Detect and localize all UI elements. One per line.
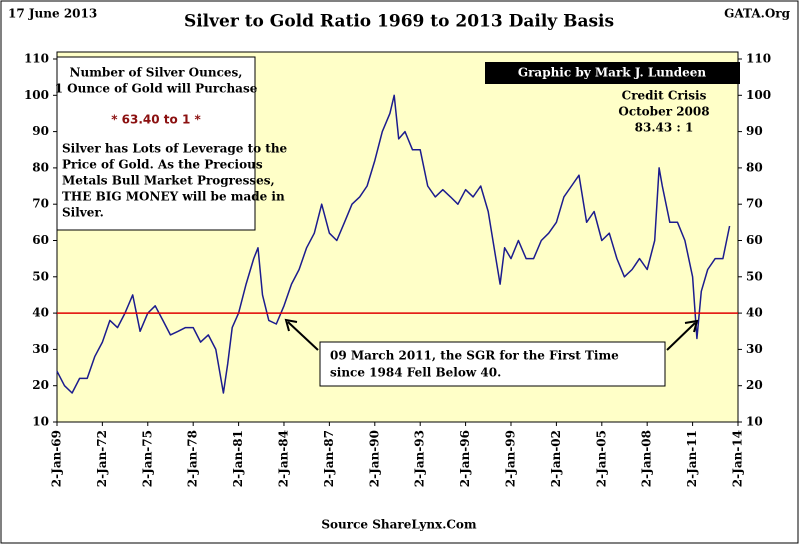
y-tick-label: 80 bbox=[32, 160, 49, 174]
y-tick-label: 110 bbox=[24, 52, 49, 66]
x-tick-label: 2-Jan-96 bbox=[458, 430, 472, 487]
y-tick-label: 60 bbox=[32, 233, 49, 247]
x-tick-label: 2-Jan-14 bbox=[731, 430, 745, 487]
x-tick-label: 2-Jan-99 bbox=[503, 430, 517, 487]
credit: Graphic by Mark J. Lundeen bbox=[518, 66, 707, 80]
annotation: Credit Crisis bbox=[622, 89, 707, 103]
x-tick-label: 2-Jan-08 bbox=[640, 430, 654, 487]
arrows bbox=[284, 318, 699, 351]
y2-tick-label: 110 bbox=[746, 52, 771, 66]
x-tick-label: 2-Jan-75 bbox=[140, 430, 154, 487]
x-tick-label: 2-Jan-81 bbox=[231, 430, 245, 487]
x-tick-label: 2-Jan-02 bbox=[549, 430, 563, 487]
y2-tick-label: 70 bbox=[746, 197, 763, 211]
series-line bbox=[56, 94, 731, 394]
info-body: Silver has Lots of Leverage to the bbox=[62, 142, 288, 156]
annotation: 83.43 : 1 bbox=[635, 121, 694, 135]
info-body: Price of Gold. As the Precious bbox=[62, 158, 263, 172]
y-tick-label: 50 bbox=[32, 269, 49, 283]
x-tick-label: 2-Jan-93 bbox=[413, 430, 427, 487]
annotation: since 1984 Fell Below 40. bbox=[330, 366, 501, 380]
info-heading: 1 Ounce of Gold will Purchase bbox=[55, 82, 258, 96]
info-body: Silver. bbox=[62, 206, 104, 220]
y-tick-label: 30 bbox=[32, 342, 49, 356]
y2-tick-label: 100 bbox=[746, 88, 771, 102]
x-tick-label: 2-Jan-11 bbox=[685, 430, 699, 487]
y2-tick-label: 60 bbox=[746, 233, 763, 247]
chart-title: Silver to Gold Ratio 1969 to 2013 Daily … bbox=[184, 12, 614, 32]
x-tick-label: 2-Jan-84 bbox=[276, 430, 290, 487]
annotation: October 2008 bbox=[618, 105, 709, 119]
y2-tick-label: 30 bbox=[746, 342, 763, 356]
y-tick-label: 10 bbox=[32, 415, 49, 429]
y-tick-label: 100 bbox=[24, 88, 49, 102]
y2-tick-label: 80 bbox=[746, 160, 763, 174]
credit-banner bbox=[485, 62, 740, 84]
site-label: GATA.Org bbox=[724, 7, 790, 21]
y-tick-label: 20 bbox=[32, 378, 49, 392]
y2-tick-label: 90 bbox=[746, 124, 763, 138]
x-tick-label: 2-Jan-90 bbox=[367, 430, 381, 487]
x-tick-label: 2-Jan-87 bbox=[322, 430, 336, 487]
y-tick-label: 90 bbox=[32, 124, 49, 138]
y2-tick-label: 50 bbox=[746, 269, 763, 283]
x-tick-label: 2-Jan-72 bbox=[95, 430, 109, 487]
info-highlight: * 63.40 to 1 * bbox=[111, 113, 201, 127]
info-body: Metals Bull Market Progresses, bbox=[62, 174, 275, 188]
source: Source ShareLynx.Com bbox=[321, 518, 477, 532]
y2-tick-label: 40 bbox=[746, 306, 763, 320]
annotation-box bbox=[319, 341, 666, 387]
annotation: 09 March 2011, the SGR for the First Tim… bbox=[330, 349, 619, 363]
x-tick-label: 2-Jan-78 bbox=[186, 430, 200, 487]
info-box bbox=[56, 56, 256, 231]
info-body: THE BIG MONEY will be made in bbox=[62, 190, 285, 204]
x-tick-label: 2-Jan-69 bbox=[50, 430, 64, 487]
y-tick-label: 70 bbox=[32, 197, 49, 211]
date-label: 17 June 2013 bbox=[8, 7, 97, 21]
info-heading: Number of Silver Ounces, bbox=[70, 66, 243, 80]
y-tick-label: 40 bbox=[32, 306, 49, 320]
y2-tick-label: 20 bbox=[746, 378, 763, 392]
y2-tick-label: 10 bbox=[746, 415, 763, 429]
x-tick-label: 2-Jan-05 bbox=[594, 430, 608, 487]
